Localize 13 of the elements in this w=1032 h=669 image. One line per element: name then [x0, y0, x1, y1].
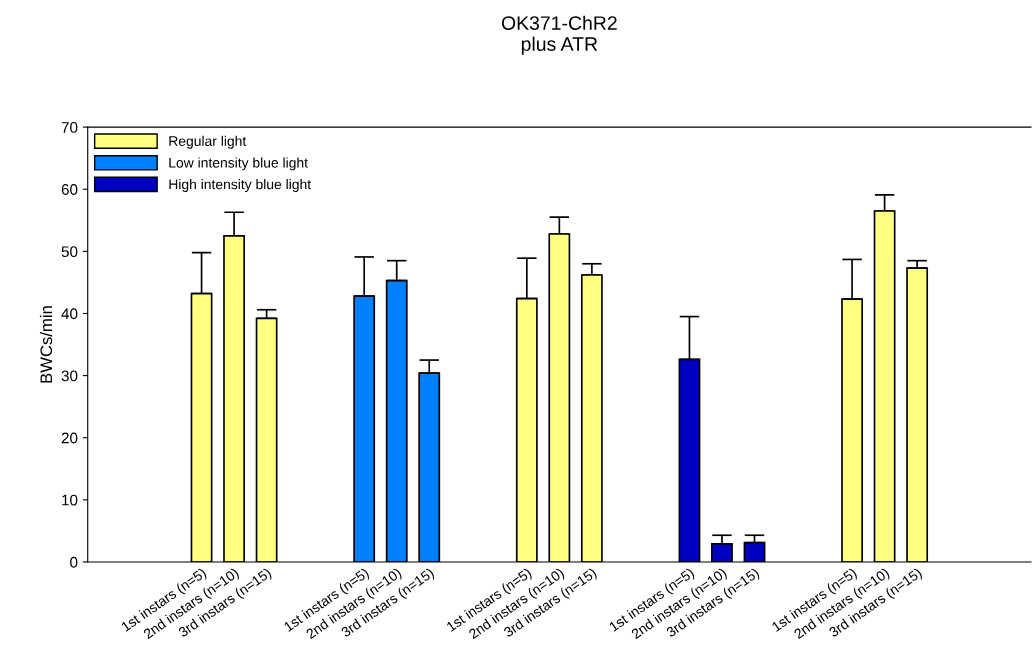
y-tick-label: 30 — [61, 370, 78, 382]
y-tick-label: 40 — [61, 308, 78, 320]
y-tick-label: 50 — [61, 246, 78, 258]
legend-label: High intensity blue light — [169, 179, 311, 193]
legend-label: Regular light — [169, 135, 247, 149]
legend-label: Low intensity blue light — [169, 157, 308, 171]
y-tick-label: 70 — [61, 121, 78, 133]
y-tick-label: 10 — [62, 494, 78, 506]
y-tick-label: 20 — [61, 432, 78, 444]
y-tick-label: 0 — [70, 556, 78, 568]
y-tick-label: 60 — [61, 184, 78, 195]
y-axis-title: BWCs/min — [39, 306, 53, 383]
chart-title: OK371-ChR2 plus ATR — [501, 15, 617, 55]
